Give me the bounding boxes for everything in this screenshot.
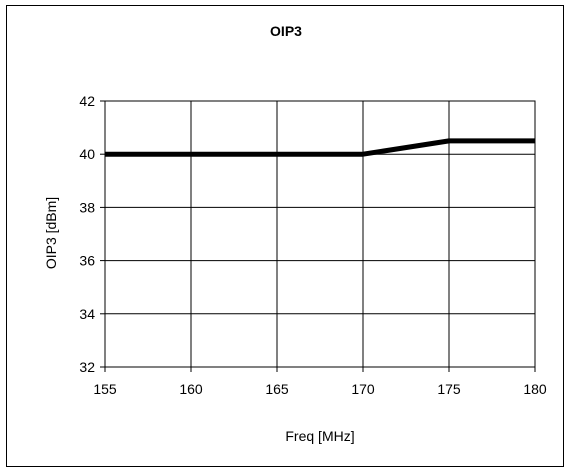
series-group bbox=[105, 138, 535, 157]
y-axis-label: OIP3 [dBm] bbox=[43, 197, 59, 269]
x-tick-label: 160 bbox=[179, 381, 203, 397]
x-tick-label: 180 bbox=[523, 381, 547, 397]
x-axis-label: Freq [MHz] bbox=[285, 428, 354, 444]
y-tick-label: 34 bbox=[79, 306, 95, 322]
y-tick-label: 32 bbox=[79, 359, 95, 375]
y-tick-label: 40 bbox=[79, 146, 95, 162]
x-tick-label: 175 bbox=[437, 381, 461, 397]
chart-title: OIP3 bbox=[270, 23, 302, 39]
y-tick-label: 38 bbox=[79, 199, 95, 215]
axis-ticks: 155 160 165 170 175 180 32 34 36 38 40 42 bbox=[79, 93, 546, 397]
plot-area bbox=[104, 100, 536, 368]
chart-frame bbox=[6, 5, 564, 467]
x-tick-label: 165 bbox=[265, 381, 289, 397]
x-tick-label: 155 bbox=[93, 381, 117, 397]
y-tick-label: 42 bbox=[79, 93, 95, 109]
x-tick-label: 170 bbox=[351, 381, 375, 397]
y-tick-label: 36 bbox=[79, 253, 95, 269]
oip3-series-line bbox=[105, 138, 535, 157]
